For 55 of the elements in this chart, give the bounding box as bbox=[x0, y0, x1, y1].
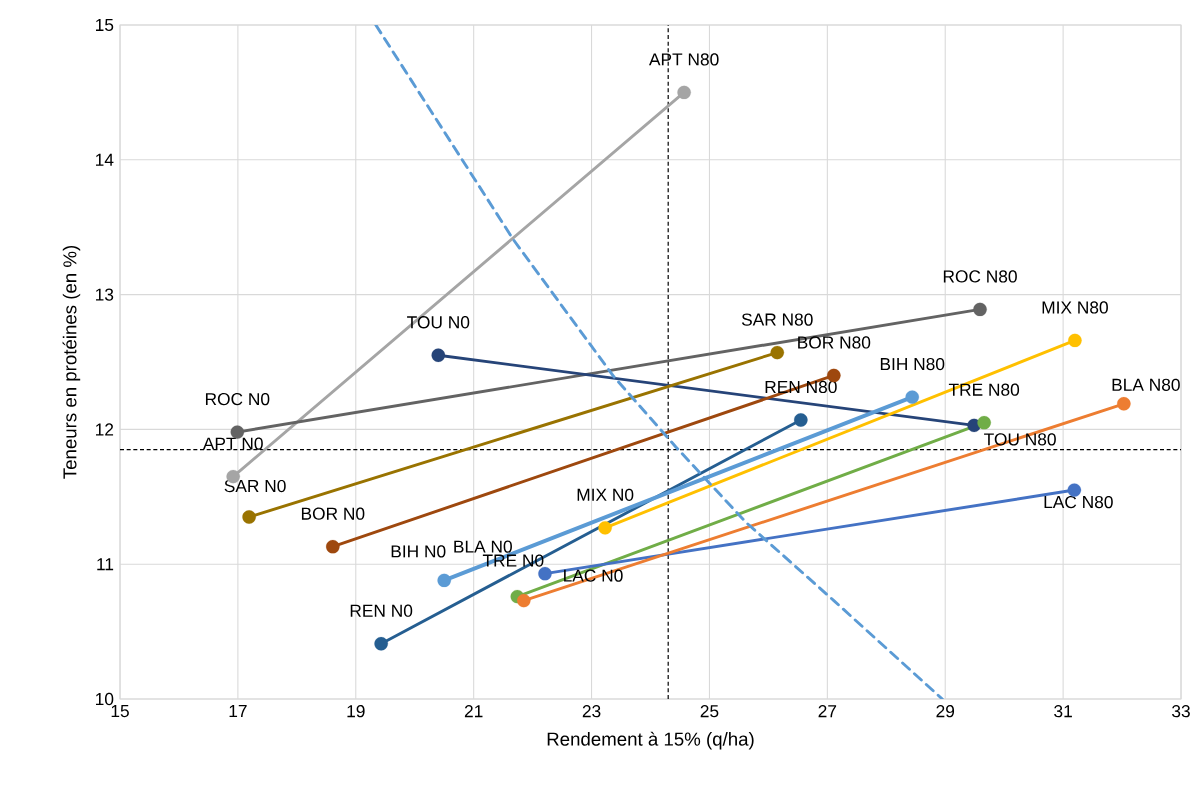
point bbox=[977, 415, 991, 430]
point bbox=[437, 573, 451, 588]
y-tick-label: 12 bbox=[96, 423, 114, 436]
point bbox=[973, 302, 987, 317]
data-label: BIH N0 bbox=[391, 545, 446, 558]
data-label: BOR N80 bbox=[798, 336, 871, 349]
x-tick-label: 17 bbox=[229, 705, 247, 717]
point bbox=[538, 566, 552, 581]
y-tick-label: 13 bbox=[96, 288, 114, 301]
point bbox=[242, 510, 256, 524]
data-label: ROC N0 bbox=[205, 392, 270, 406]
point bbox=[598, 521, 612, 535]
x-axis-title: Rendement à 15% (q/ha) bbox=[547, 731, 754, 750]
data-label: TOU N0 bbox=[407, 316, 470, 329]
data-label: BOR N0 bbox=[301, 507, 365, 520]
data-label: MIX N0 bbox=[577, 488, 634, 501]
x-tick-label: 15 bbox=[111, 705, 129, 718]
y-tick-label: 14 bbox=[96, 153, 114, 166]
data-label: REN N80 bbox=[765, 380, 837, 394]
point bbox=[431, 348, 446, 363]
y-tick-label: 15 bbox=[96, 18, 114, 32]
point bbox=[905, 390, 919, 404]
x-tick-label: 33 bbox=[1172, 705, 1190, 718]
data-label: TOU N80 bbox=[984, 433, 1056, 446]
data-label: BLA N0 bbox=[454, 540, 512, 553]
point bbox=[517, 593, 531, 608]
x-tick-label: 21 bbox=[464, 705, 483, 718]
data-label: MIX N80 bbox=[1042, 301, 1108, 314]
x-tick-label: 29 bbox=[936, 705, 955, 718]
point bbox=[1067, 483, 1082, 497]
x-tick-label: 23 bbox=[582, 705, 601, 718]
point bbox=[230, 425, 245, 439]
x-tick-label: 19 bbox=[347, 705, 365, 718]
data-label: REN N0 bbox=[350, 604, 413, 617]
point bbox=[1068, 333, 1082, 348]
x-tick-label: 25 bbox=[700, 705, 719, 718]
data-label: LAC N80 bbox=[1044, 495, 1113, 509]
point bbox=[770, 345, 784, 360]
y-tick-label: 11 bbox=[97, 558, 114, 571]
x-tick-label: 27 bbox=[818, 705, 837, 718]
data-label: TRE N80 bbox=[948, 383, 1020, 396]
data-label: BLA N80 bbox=[1112, 378, 1180, 391]
data-label: SAR N80 bbox=[741, 313, 813, 326]
y-tick-label: 10 bbox=[96, 692, 114, 706]
point bbox=[374, 636, 388, 651]
data-label: ROC N80 bbox=[943, 270, 1017, 283]
point bbox=[1117, 397, 1131, 411]
point bbox=[794, 413, 808, 427]
data-label: APT N0 bbox=[202, 437, 263, 450]
point bbox=[326, 539, 340, 554]
data-label: APT N80 bbox=[648, 53, 719, 66]
x-tick-label: 31 bbox=[1054, 705, 1072, 718]
data-label: BIH N80 bbox=[880, 357, 945, 371]
y-axis-title: Teneurs en protéines (en %) bbox=[62, 245, 81, 479]
point bbox=[677, 85, 691, 100]
